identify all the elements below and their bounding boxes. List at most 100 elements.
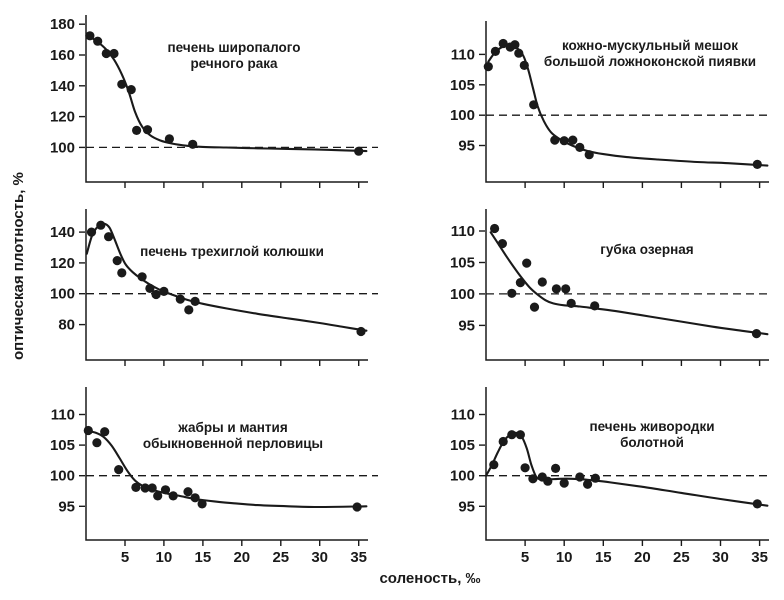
y-tick-label: 120	[50, 109, 75, 126]
data-point	[132, 125, 142, 135]
y-tick-label: 110	[451, 407, 475, 424]
data-point	[752, 159, 762, 169]
y-tick-label: 95	[58, 498, 75, 515]
chart-panel-stickleback-liver: 80 100 120 140 печень трехиглой колюшки	[50, 209, 378, 366]
data-point	[543, 476, 553, 486]
data-point	[590, 473, 600, 483]
data-point	[117, 79, 127, 89]
y-tick-label: 100	[50, 286, 75, 303]
axes	[485, 387, 769, 541]
data-point	[356, 326, 366, 337]
data-point	[515, 430, 525, 440]
data-point	[92, 438, 102, 448]
data-point	[175, 294, 185, 304]
panel-title: речного рака	[190, 56, 278, 71]
data-point	[160, 485, 171, 495]
y-tick-label: 110	[51, 407, 75, 424]
data-point	[751, 329, 762, 339]
panel-title: обыкновенной перловицы	[143, 436, 323, 451]
y-tick-label: 95	[458, 317, 475, 334]
data-point	[168, 491, 178, 501]
y-tick-label: 140	[50, 78, 75, 95]
data-point	[159, 286, 169, 296]
fit-curve	[88, 35, 368, 153]
axes	[85, 209, 368, 361]
data-point	[519, 60, 529, 70]
data-point	[498, 38, 508, 49]
panel-title: печень трехиглой колюшки	[140, 244, 324, 259]
data-point	[489, 460, 499, 470]
x-tick-label: 30	[712, 549, 729, 566]
panel-title: болотной	[620, 435, 684, 450]
chart-panel-crayfish-liver: 100 120 140 160 180 печень широпалогоречного …	[50, 15, 378, 188]
x-tick-label: 10	[556, 549, 573, 566]
data-point	[164, 134, 174, 144]
y-tick-label: 95	[458, 138, 475, 155]
y-tick-label: 105	[450, 255, 475, 272]
data-point	[490, 46, 500, 57]
axes	[85, 15, 368, 183]
y-tick-label: 100	[50, 139, 75, 156]
x-tick-label: 35	[751, 549, 768, 566]
data-point	[528, 474, 538, 484]
panel-title: большой ложноконской пиявки	[544, 54, 756, 69]
x-tick-label: 25	[673, 549, 690, 566]
data-point	[190, 296, 200, 306]
data-point	[184, 305, 194, 315]
data-point	[126, 85, 136, 95]
data-point	[559, 136, 569, 146]
x-tick-label: 30	[311, 549, 328, 566]
x-tick-label: 10	[156, 549, 173, 566]
data-point	[752, 499, 762, 509]
data-point	[497, 239, 507, 249]
chart-panel-leech-sac: 95 100 105 110 кожно-мускульный мешокбольшой…	[450, 21, 769, 188]
data-point	[510, 40, 520, 50]
data-point	[522, 258, 532, 268]
fit-curve	[85, 222, 368, 332]
data-point	[561, 284, 571, 294]
data-point	[590, 301, 600, 311]
data-point	[498, 436, 508, 447]
y-tick-label: 120	[50, 255, 75, 272]
chart-panel-lake-sponge: 95 100 105 110 губка озерная	[450, 209, 769, 366]
data-point	[515, 278, 525, 288]
data-point	[112, 256, 122, 266]
x-tick-label: 5	[121, 549, 129, 566]
data-point	[183, 487, 193, 497]
data-point	[566, 298, 576, 308]
chart-panel-pond-snail-liver: 95 100 105 110 5 10 15 20 25 30 35 печень живородки…	[450, 387, 769, 566]
y-tick-label: 105	[50, 437, 75, 454]
data-point	[559, 478, 569, 488]
data-point	[142, 125, 153, 135]
data-point	[104, 232, 114, 242]
data-point	[197, 499, 207, 509]
y-tick-label: 160	[50, 47, 75, 64]
data-point	[131, 482, 141, 492]
data-point	[109, 48, 119, 59]
data-point	[352, 502, 362, 512]
x-tick-label: 25	[272, 549, 289, 566]
y-tick-label: 100	[50, 468, 75, 485]
data-point	[584, 150, 594, 160]
y-tick-label: 140	[50, 224, 75, 241]
data-point	[583, 479, 593, 489]
fit-curve	[489, 231, 769, 336]
y-tick-label: 105	[450, 437, 475, 454]
data-point	[514, 48, 524, 58]
data-point	[529, 302, 540, 312]
data-point	[529, 100, 539, 110]
data-point	[86, 227, 97, 237]
y-tick-label: 110	[451, 223, 475, 240]
x-tick-label: 20	[634, 549, 651, 566]
data-point	[188, 139, 198, 149]
panel-title: кожно-мускульный мешок	[562, 38, 738, 53]
panel-title: губка озерная	[600, 242, 693, 257]
data-point	[114, 465, 124, 475]
data-point	[550, 135, 560, 145]
data-point	[507, 288, 517, 298]
x-tick-label: 35	[350, 549, 367, 566]
data-point	[96, 220, 106, 230]
x-tick-label: 15	[595, 549, 612, 566]
data-point	[93, 36, 103, 46]
x-tick-label: 15	[195, 549, 212, 566]
